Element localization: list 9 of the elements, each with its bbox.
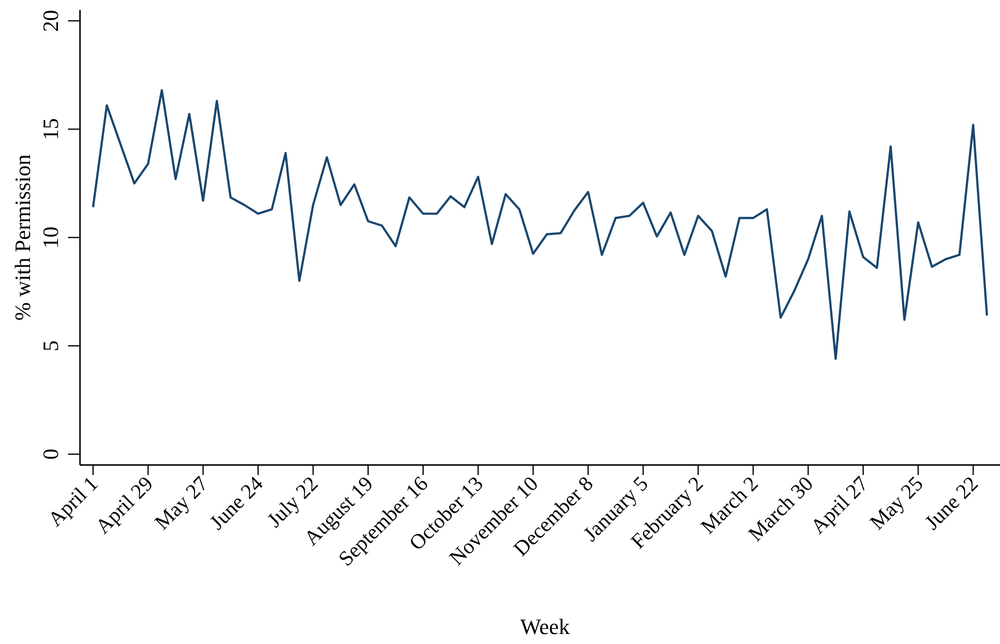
y-axis-title: % with Permission (10, 154, 35, 321)
x-axis-title: Week (520, 614, 570, 639)
y-tick-label: 5 (38, 340, 63, 352)
y-tick-label: 15 (38, 118, 63, 140)
y-tick-label: 10 (38, 226, 63, 248)
y-tick-label: 0 (38, 448, 63, 460)
y-tick-label: 20 (38, 10, 63, 32)
x-tick-label: June 24 (204, 471, 268, 534)
line-series (92, 89, 988, 360)
